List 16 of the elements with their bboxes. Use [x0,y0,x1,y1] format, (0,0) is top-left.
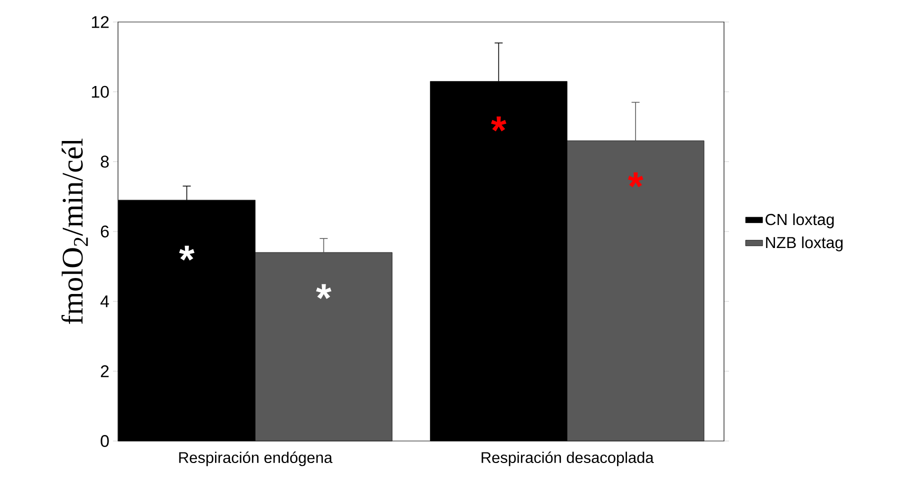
y-axis-title: fmolO$_{2}$/min/cél [61,138,88,324]
y-tick-label: 0 [100,435,109,447]
y-tick-label: 6 [100,226,109,238]
y-tick-label: 10 [92,86,109,98]
y-tick-label: 12 [92,16,109,28]
annotation: * [628,172,644,188]
x-tick-label: Respiración desacoplada [482,452,654,466]
y-tick-label: 2 [100,365,109,378]
annotation: * [491,116,506,132]
legend-label: CN loxtag [766,213,834,228]
y-tick-label: 8 [100,156,109,168]
annotation: * [179,246,194,261]
y-tick-label: 4 [100,296,109,308]
x-tick-label: Respiración endógena [179,452,332,466]
legend-label: NZB loxtag [766,236,843,252]
annotation: * [316,284,332,299]
